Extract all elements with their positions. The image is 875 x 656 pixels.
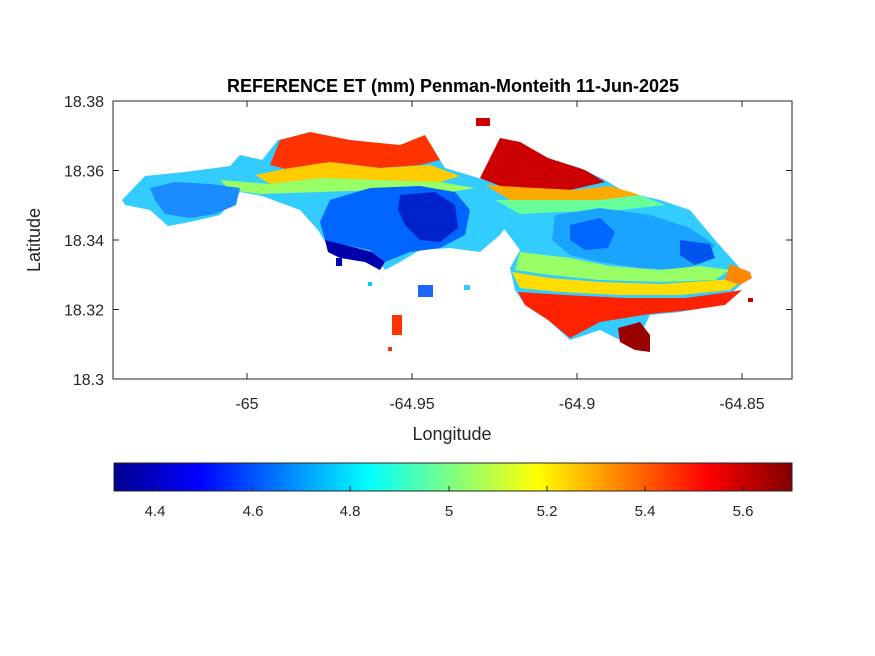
green-band-south-east	[515, 252, 730, 282]
islet-south-6	[336, 258, 342, 266]
islet-south-2	[388, 347, 392, 351]
y-tick-label: 18.34	[64, 233, 104, 250]
x-tick-label: -64.9	[559, 396, 596, 413]
colorbar-tick-label: 4.6	[243, 503, 264, 520]
red-band-south-east	[518, 290, 742, 338]
islet-south-5	[464, 285, 470, 290]
y-tick-label: 18.36	[64, 164, 104, 181]
colorbar	[113, 462, 793, 492]
colorbar-tick-label: 5	[445, 503, 453, 520]
blue-patch-far-west	[150, 182, 240, 218]
colorbar-tick-label: 5.4	[635, 503, 656, 520]
chart-title: REFERENCE ET (mm) Penman-Monteith 11-Jun…	[227, 76, 679, 96]
colorbar-tick-label: 4.4	[145, 503, 166, 520]
x-tick-label: -64.95	[389, 396, 434, 413]
y-axis	[113, 100, 792, 310]
y-tick-label: 18.38	[64, 94, 104, 111]
orange-east-tip	[725, 264, 752, 285]
x-axis	[246, 101, 743, 379]
colorbar-tick-label: 4.8	[340, 503, 361, 520]
dark-red-south-east	[618, 322, 650, 352]
orange-band-north-east	[485, 185, 640, 200]
orange-band-north-west	[255, 162, 460, 184]
islet-nw	[476, 118, 490, 126]
colorbar-tick-label: 5.2	[537, 503, 558, 520]
red-band-north-east	[480, 138, 605, 190]
y-tick-label: 18.3	[73, 372, 104, 389]
islet-east-tip	[748, 298, 753, 302]
colorbar-ticks	[154, 486, 744, 491]
islet-south-3	[418, 285, 433, 297]
x-axis-label: Longitude	[412, 424, 491, 444]
x-tick-label: -64.85	[719, 396, 764, 413]
yellow-band-south-east	[512, 272, 745, 295]
colorbar-tick-label: 5.6	[733, 503, 754, 520]
deep-blue-east	[570, 218, 615, 250]
y-axis-label: Latitude	[24, 208, 44, 272]
red-band-north-west	[270, 132, 440, 170]
green-band-north-east	[495, 195, 665, 214]
y-tick-label: 18.32	[64, 303, 104, 320]
islet-south-4	[368, 282, 372, 286]
deep-blue-core-west	[398, 192, 458, 242]
islet-south-1	[392, 315, 402, 335]
deep-blue-east-2	[680, 240, 715, 265]
map-layer	[122, 118, 753, 352]
deep-blue-south-west	[325, 240, 385, 270]
x-tick-label: -65	[235, 396, 258, 413]
